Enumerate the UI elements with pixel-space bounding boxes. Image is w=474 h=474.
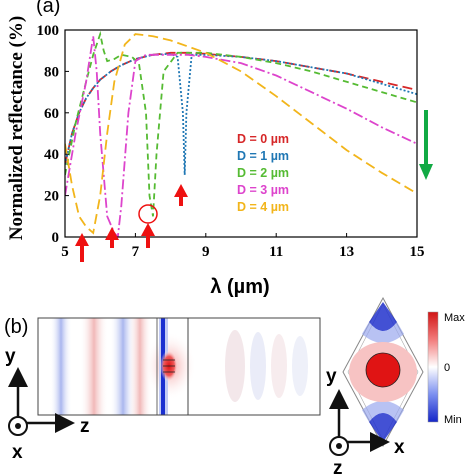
y-tick-label-2: 40	[44, 147, 59, 163]
plot-frame	[64, 29, 418, 238]
legend-entry-1: D = 1 µm	[237, 149, 289, 163]
red-arrow-2	[105, 227, 119, 248]
red-arrow-1	[75, 233, 89, 262]
legend-entry-0: D = 0 µm	[237, 132, 289, 146]
y-axis-title: Normalized reflectance (%)	[6, 16, 27, 240]
field-map-yz	[38, 318, 320, 415]
series-line-3	[65, 36, 417, 237]
axis-x2-label: x	[394, 437, 405, 458]
plot-area: 5 7 9 11 13 15 0 20 40 60 80 100	[37, 23, 425, 260]
x-tick-label-5: 15	[410, 244, 425, 260]
series-line-1	[65, 52, 417, 175]
panel-b-label: (b)	[4, 316, 28, 338]
x-tick-label-3: 11	[269, 244, 283, 260]
axes-glyph-yz: y z x	[5, 346, 90, 463]
axis-y2-label: y	[326, 366, 337, 387]
axis-z2-label: z	[333, 458, 343, 474]
legend-entry-4: D = 4 µm	[237, 200, 289, 214]
y-tick-label-0: 0	[52, 230, 60, 246]
x-tick-label-1: 7	[132, 244, 140, 260]
axis-z-label: z	[80, 416, 90, 437]
field-map-frame	[37, 317, 321, 416]
resonance-arrows	[75, 184, 188, 262]
y-tick-label-1: 20	[44, 189, 59, 205]
x-tick-label-4: 13	[339, 244, 354, 260]
panel-a-label: (a)	[36, 0, 60, 17]
red-arrow-4	[174, 184, 188, 206]
x-tick-label-0: 5	[61, 244, 69, 260]
colorbar-min: Min	[444, 414, 462, 426]
x-axis-title: λ (µm)	[210, 276, 269, 298]
x-tick-label-2: 9	[202, 244, 210, 260]
y-tick-label-3: 60	[44, 106, 59, 122]
y-tick-label-4: 80	[44, 64, 59, 80]
colorbar-mid: 0	[444, 362, 450, 374]
legend-entry-3: D = 3 µm	[237, 183, 289, 197]
highlight-circle	[138, 204, 158, 224]
axes-glyph-xy: y x z	[326, 366, 405, 474]
series-line-4	[65, 33, 417, 235]
axis-x-label: x	[12, 442, 23, 463]
colorbar: Max 0 Min	[427, 311, 465, 426]
green-arrow	[419, 110, 433, 180]
field-map-xy	[342, 296, 424, 448]
red-arrow-3	[141, 223, 155, 248]
colorbar-max: Max	[444, 312, 465, 324]
axis-y-label: y	[5, 346, 16, 367]
y-tick-label-5: 100	[37, 23, 60, 39]
legend-entry-2: D = 2 µm	[237, 166, 289, 180]
series-line-2	[65, 30, 417, 217]
legend: D = 0 µm D = 1 µm D = 2 µm D = 3 µm D = 4 µm	[237, 132, 289, 214]
